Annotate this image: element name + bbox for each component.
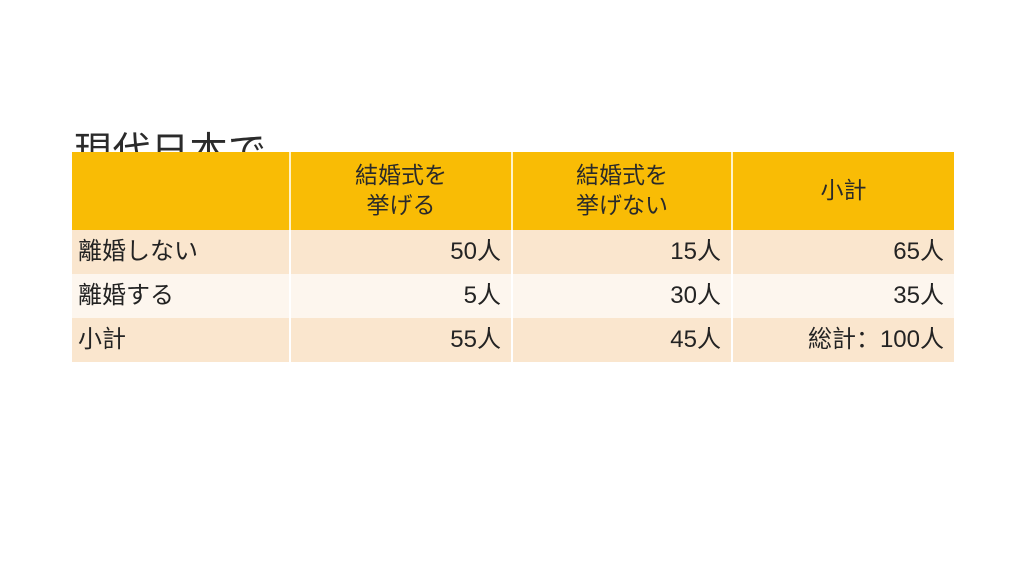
table-row: 小計 55人 45人 総計：100人 [72, 318, 954, 362]
header-cell-subtotal: 小計 [732, 152, 954, 230]
row-label-no-divorce: 離婚しない [72, 230, 291, 274]
header-cell-wedding-yes: 結婚式を 挙げる [290, 152, 513, 230]
cell-divorce-subtotal: 35人 [732, 274, 954, 318]
cell-subtotal-wedding-no: 45人 [512, 318, 733, 362]
cell-grand-total: 総計：100人 [732, 318, 954, 362]
header-wedding-no-line1: 結婚式を [576, 162, 668, 189]
table-header: 結婚式を 挙げる 結婚式を 挙げない 小計 [72, 152, 954, 230]
cell-no-divorce-subtotal: 65人 [732, 230, 954, 274]
header-cell-wedding-no: 結婚式を 挙げない [512, 152, 733, 230]
row-label-subtotal: 小計 [72, 318, 291, 362]
header-wedding-yes-line2: 挙げる [366, 192, 436, 218]
table-row: 離婚しない 50人 15人 65人 [72, 230, 954, 274]
table-header-row: 結婚式を 挙げる 結婚式を 挙げない 小計 [72, 152, 954, 230]
row-label-divorce: 離婚する [72, 274, 291, 318]
cell-subtotal-wedding-yes: 55人 [290, 318, 513, 362]
matrix-table: 結婚式を 挙げる 結婚式を 挙げない 小計 離婚しない 50人 15人 65人 [72, 152, 954, 362]
cell-no-divorce-wedding-no: 15人 [512, 230, 733, 274]
table-body: 離婚しない 50人 15人 65人 離婚する 5人 30人 35人 小計 55人… [72, 230, 954, 362]
cell-divorce-wedding-no: 30人 [512, 274, 733, 318]
header-cell-corner [72, 152, 291, 230]
cell-no-divorce-wedding-yes: 50人 [290, 230, 513, 274]
marriage-divorce-matrix: 結婚式を 挙げる 結婚式を 挙げない 小計 離婚しない 50人 15人 65人 [72, 152, 954, 362]
header-wedding-yes-line1: 結婚式を [355, 162, 447, 189]
table-row: 離婚する 5人 30人 35人 [72, 274, 954, 318]
cell-divorce-wedding-yes: 5人 [290, 274, 513, 318]
header-wedding-no-line2: 挙げない [576, 192, 668, 218]
